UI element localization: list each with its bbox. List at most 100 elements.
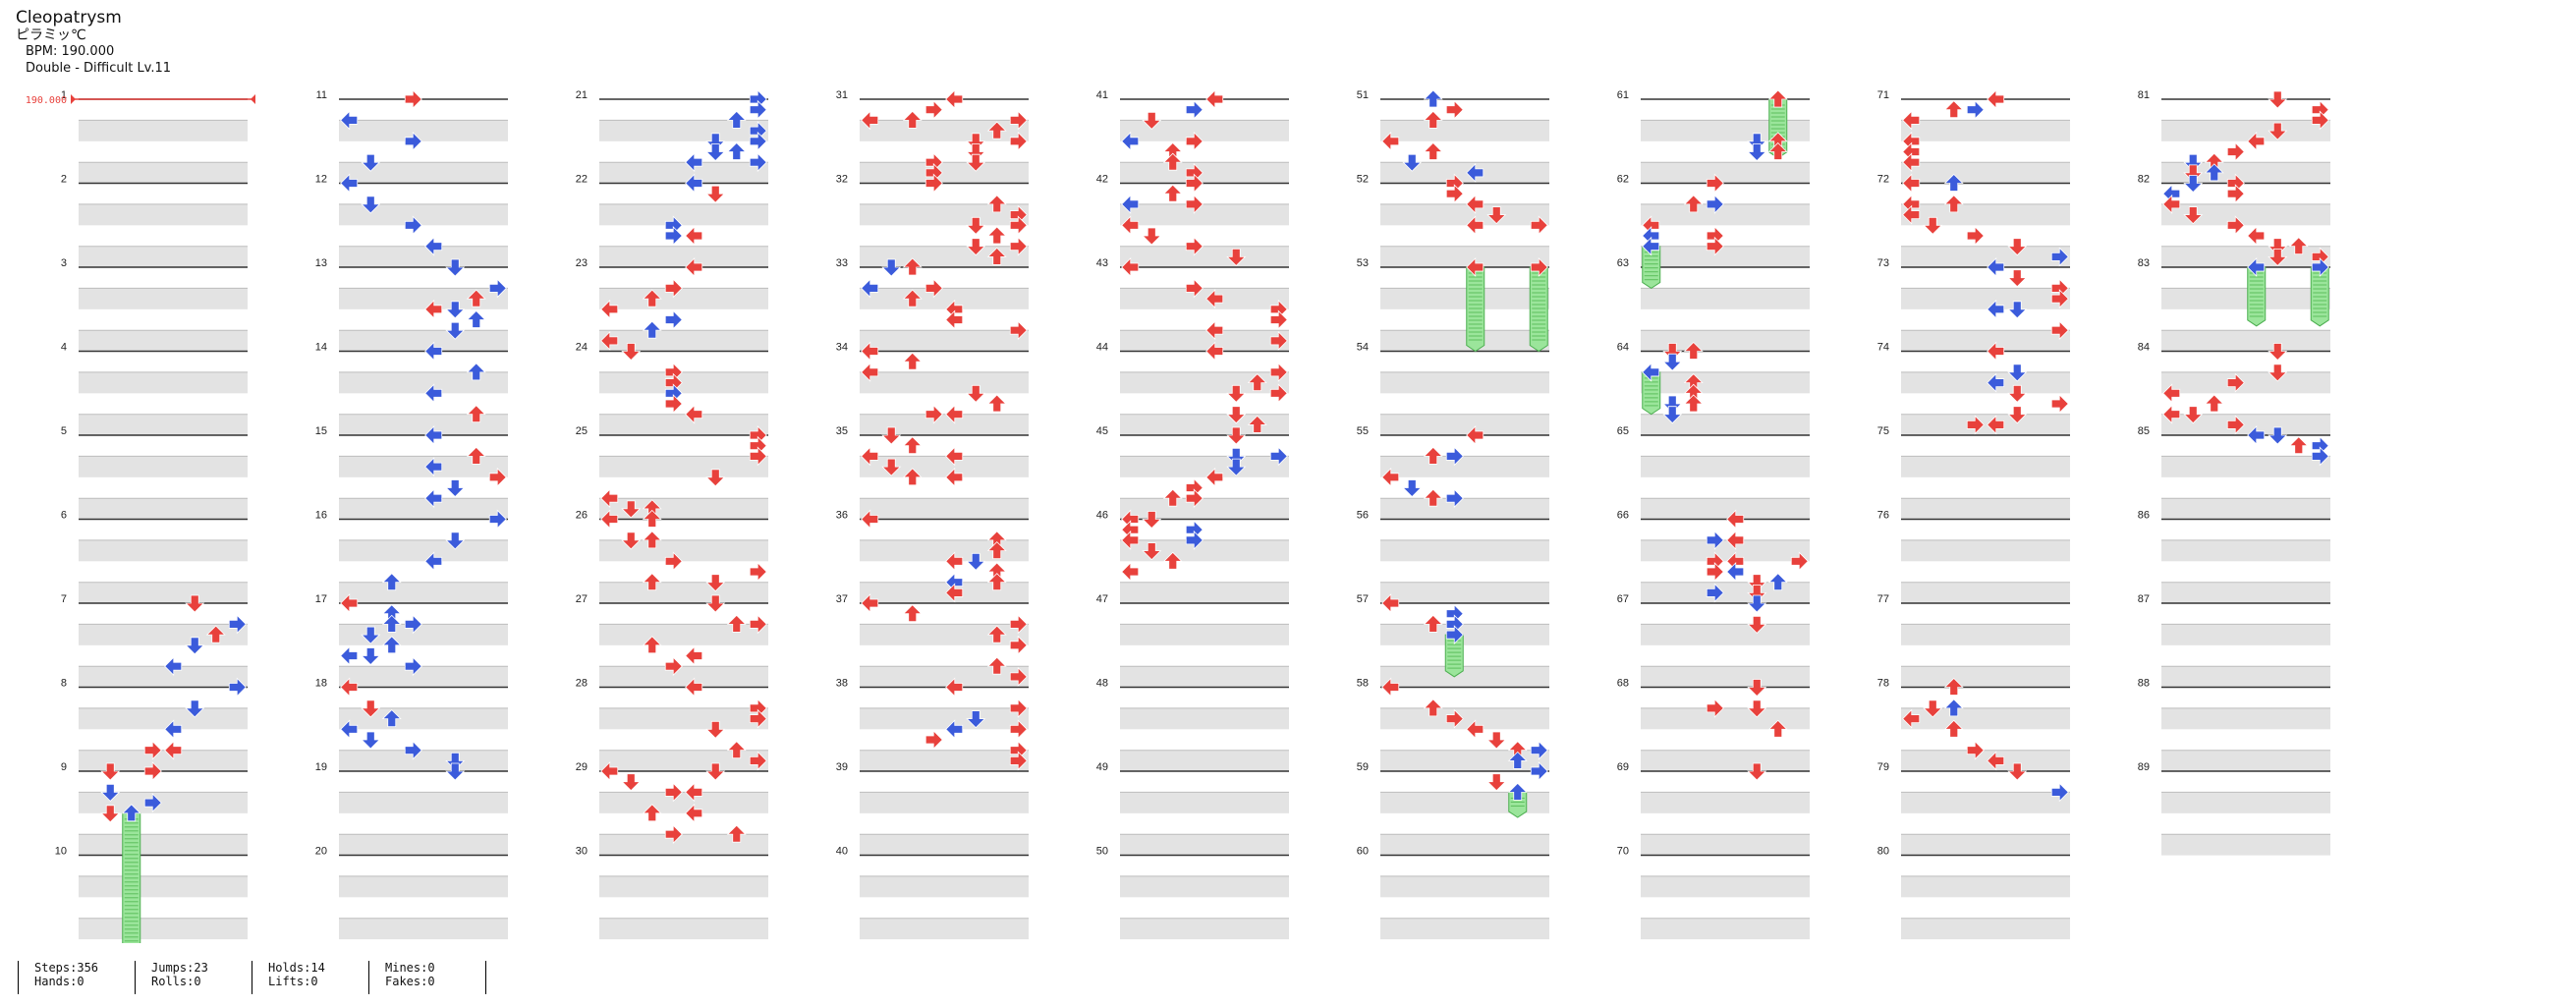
beat-band (2161, 414, 2330, 436)
down-arrow-icon (881, 426, 902, 445)
right-arrow-icon (1009, 666, 1028, 687)
right-arrow-icon (1445, 708, 1464, 729)
left-arrow-icon (685, 782, 703, 803)
beat-band (599, 456, 768, 477)
up-arrow-icon (381, 573, 402, 591)
measure-number: 66 (1617, 510, 1629, 522)
up-arrow-icon (1767, 573, 1788, 591)
beat-band (339, 498, 508, 520)
measure-number: 47 (1096, 593, 1108, 605)
up-arrow-icon (726, 741, 747, 759)
left-arrow-icon (600, 488, 619, 509)
beat-band (1380, 246, 1549, 268)
down-arrow-icon (966, 384, 986, 403)
left-arrow-icon (1987, 299, 2005, 319)
measure-number: 40 (836, 846, 848, 858)
down-arrow-icon (100, 784, 121, 802)
down-arrow-icon (2007, 301, 2028, 319)
up-arrow-icon (1507, 782, 1528, 801)
down-arrow-icon (705, 469, 726, 487)
measure-number: 74 (1877, 342, 1889, 354)
measure-number: 62 (1617, 174, 1629, 186)
beat-band (339, 203, 508, 226)
chart-difficulty-text: Double - Difficult Lv.11 (26, 61, 172, 76)
beat-band (2161, 456, 2330, 477)
beat-band (599, 834, 768, 856)
beat-band (1641, 288, 1810, 309)
measure-number: 2 (61, 174, 67, 186)
left-arrow-icon (600, 330, 619, 351)
down-arrow-icon (881, 258, 902, 277)
left-arrow-icon (340, 593, 359, 613)
beat-band (860, 498, 1029, 520)
right-arrow-icon (924, 730, 943, 750)
up-arrow-icon (381, 709, 402, 727)
up-arrow-icon (381, 636, 402, 654)
beat-band (599, 624, 768, 645)
left-arrow-icon (861, 110, 879, 131)
left-arrow-icon (945, 446, 964, 467)
left-arrow-icon (600, 509, 619, 530)
up-arrow-icon (1943, 100, 1964, 119)
beat-band (1120, 707, 1289, 730)
beat-band (1120, 750, 1289, 772)
down-arrow-icon (621, 343, 642, 362)
measure-number: 22 (576, 174, 588, 186)
right-arrow-icon (1009, 698, 1028, 718)
down-arrow-icon (966, 710, 986, 729)
beat-band (1120, 414, 1289, 436)
beat-band (2161, 288, 2330, 309)
measure-number: 5 (61, 425, 67, 437)
down-arrow-icon (621, 500, 642, 519)
beat-band (1901, 666, 2070, 688)
left-arrow-icon (1466, 162, 1484, 183)
left-arrow-icon (945, 583, 964, 603)
right-arrow-icon (664, 656, 683, 677)
down-arrow-icon (1747, 679, 1767, 698)
measure-number: 14 (315, 342, 327, 354)
up-arrow-icon (1162, 184, 1183, 202)
up-arrow-icon (1507, 751, 1528, 769)
right-arrow-icon (664, 551, 683, 572)
down-arrow-icon (1662, 395, 1683, 414)
measure-number: 87 (2138, 593, 2150, 605)
left-arrow-icon (685, 173, 703, 194)
up-arrow-icon (2204, 394, 2224, 413)
right-arrow-icon (924, 278, 943, 299)
down-arrow-icon (1142, 112, 1162, 130)
left-arrow-icon (1205, 89, 1224, 109)
left-arrow-icon (1205, 467, 1224, 487)
beat-band (2161, 750, 2330, 772)
right-arrow-icon (749, 708, 767, 729)
measure-number: 57 (1357, 593, 1369, 605)
measure-number: 58 (1357, 678, 1369, 690)
beat-band (1641, 834, 1810, 856)
up-arrow-icon (902, 289, 923, 307)
measure-number: 51 (1357, 89, 1369, 101)
left-arrow-icon (861, 341, 879, 362)
up-arrow-icon (986, 573, 1007, 591)
measure-number: 42 (1096, 174, 1108, 186)
up-arrow-icon (986, 121, 1007, 140)
down-arrow-icon (621, 531, 642, 550)
right-arrow-icon (143, 761, 162, 781)
down-arrow-icon (1662, 406, 1683, 424)
down-arrow-icon (1142, 227, 1162, 246)
down-arrow-icon (1747, 143, 1767, 162)
down-arrow-icon (361, 731, 381, 750)
up-arrow-icon (902, 436, 923, 455)
right-arrow-icon (924, 404, 943, 424)
right-arrow-icon (1009, 320, 1028, 341)
down-arrow-icon (100, 762, 121, 781)
measure-number: 61 (1617, 89, 1629, 101)
beat-band (860, 624, 1029, 645)
song-header: Cleopatrysm ピラミッ℃ BPM: 190.000 Double - … (16, 8, 171, 77)
beat-band (2161, 834, 2330, 856)
measure-number: 81 (2138, 89, 2150, 101)
left-arrow-icon (424, 551, 443, 572)
beat-band (1901, 539, 2070, 562)
down-arrow-icon (185, 637, 205, 655)
measure-number: 11 (316, 89, 327, 101)
right-arrow-icon (404, 614, 422, 635)
up-arrow-icon (466, 309, 486, 328)
